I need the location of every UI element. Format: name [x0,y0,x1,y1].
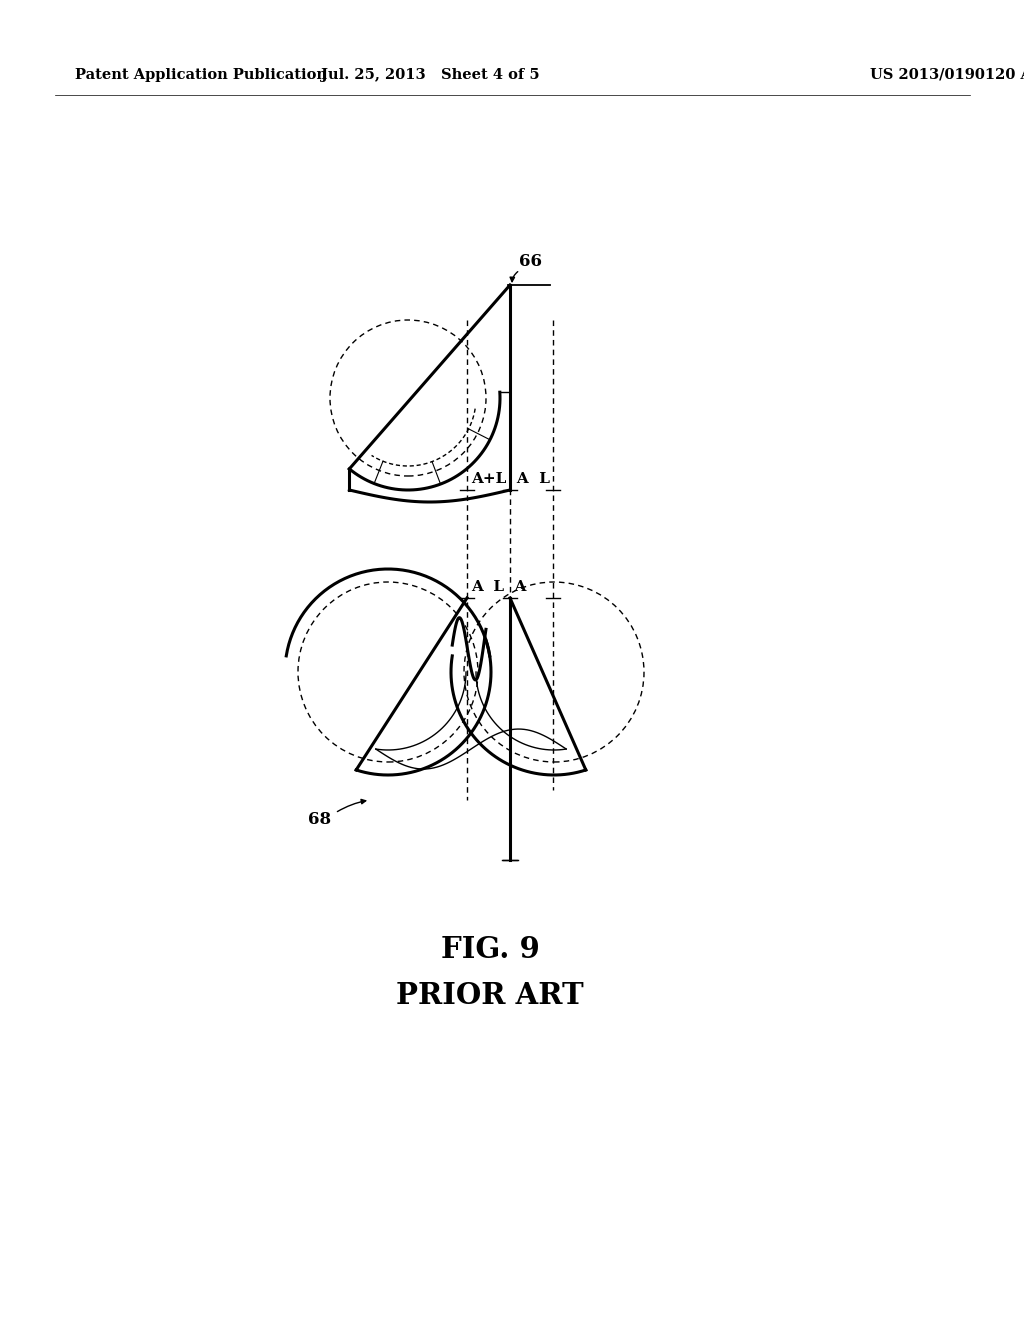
Text: A+L  A  L: A+L A L [471,473,550,486]
Text: Jul. 25, 2013   Sheet 4 of 5: Jul. 25, 2013 Sheet 4 of 5 [321,69,540,82]
Text: Patent Application Publication: Patent Application Publication [75,69,327,82]
Text: FIG. 9: FIG. 9 [440,936,540,965]
Text: A  L  A: A L A [471,579,526,594]
Text: PRIOR ART: PRIOR ART [396,981,584,1010]
Text: 68: 68 [308,812,331,829]
Text: US 2013/0190120 A1: US 2013/0190120 A1 [870,69,1024,82]
Text: 66: 66 [519,253,542,271]
